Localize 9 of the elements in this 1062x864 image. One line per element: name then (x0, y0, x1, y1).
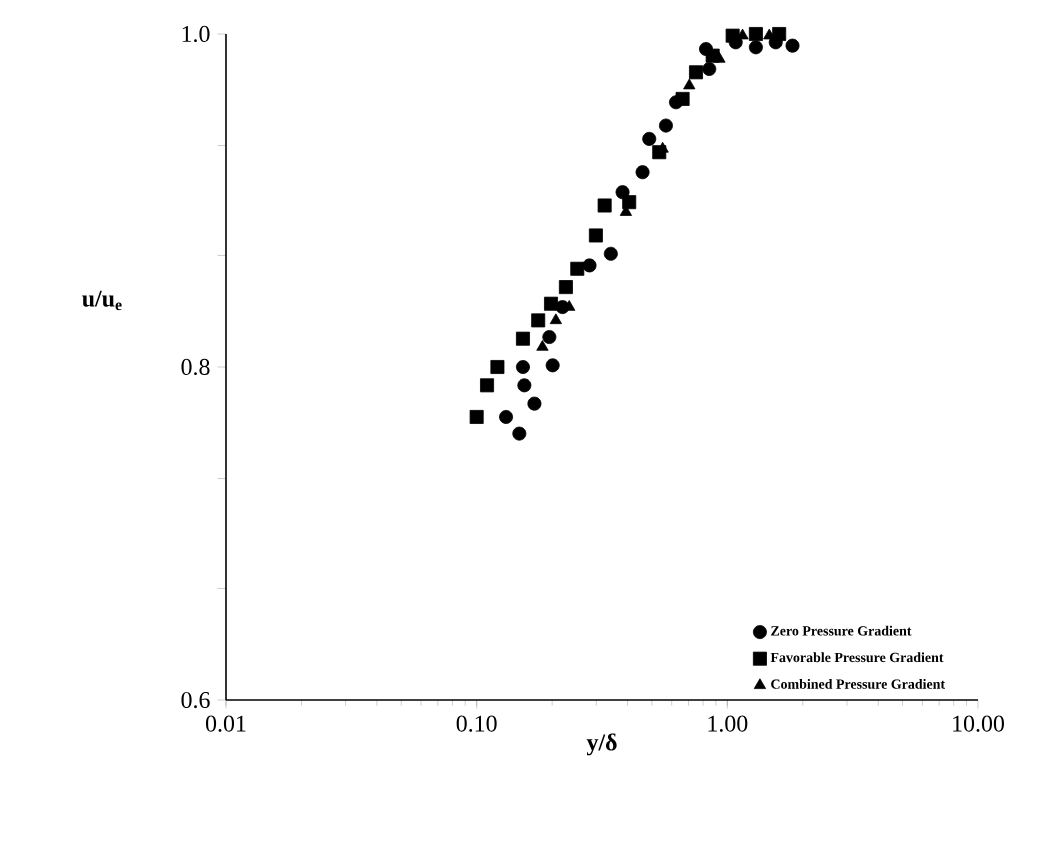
x-tick-label: 1.00 (708, 715, 748, 732)
x-tick-label: 0.10 (456, 715, 497, 732)
x-axis-title: y/δ (586, 733, 617, 756)
y-tick-label: 0.8 (181, 358, 210, 376)
y-axis-title: u/u$_{e}$ (82, 290, 122, 311)
x-tick-label: 0.01 (205, 715, 246, 732)
x-tick-label: 10.00 (953, 715, 1004, 732)
y-tick-label: 1.0 (182, 25, 210, 43)
y-tick-label: 0.6 (181, 691, 210, 709)
